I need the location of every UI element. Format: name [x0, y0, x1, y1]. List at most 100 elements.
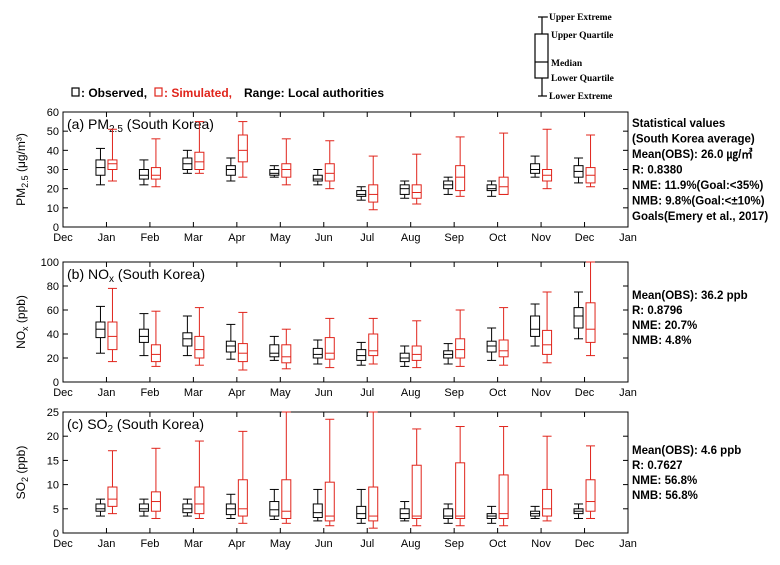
stats-line: NMB: 4.8%	[632, 335, 691, 347]
iqr-box	[138, 503, 149, 512]
x-tick-label: Feb	[140, 232, 159, 244]
x-tick-label: Dec	[53, 538, 73, 550]
observed-box-jan	[95, 147, 106, 186]
observed-legend-label: : Observed,	[81, 86, 147, 100]
x-tick-label: Oct	[489, 232, 506, 244]
y-tick-label: 80	[47, 281, 59, 293]
simulated-box-jun	[324, 418, 335, 527]
simulated-box-dec	[585, 445, 596, 519]
simulated-box-mar	[194, 307, 205, 366]
y-tick-label: 0	[53, 222, 59, 234]
y-tick-label: 40	[47, 145, 59, 157]
y-tick-label: 10	[47, 480, 59, 492]
x-tick-label: Jan	[619, 387, 637, 399]
observed-box-dec	[573, 503, 584, 519]
panel-title: (b) NOx (South Korea)	[67, 266, 205, 285]
iqr-box	[368, 333, 379, 357]
series-legend: : Observed, : Simulated, Range: Local au…	[71, 86, 384, 100]
y-tick-label: 40	[47, 329, 59, 341]
x-tick-label: Jul	[360, 232, 374, 244]
iqr-box	[486, 340, 497, 353]
iqr-box	[324, 163, 335, 182]
stats-line: NMB: 9.8%(Goal:<±10%)	[632, 196, 765, 208]
y-axis-label-main: PM	[14, 188, 28, 206]
stats-line: Mean(OBS): 26.0 ㎍/㎥	[632, 147, 753, 162]
iqr-box	[182, 332, 193, 347]
panel-title-tail: (South Korea)	[123, 116, 214, 132]
x-tick-label: Mar	[184, 538, 203, 550]
observed-box-dec	[573, 157, 584, 184]
x-tick-label: Sep	[444, 538, 464, 550]
observed-box-dec	[573, 291, 584, 340]
key-median: Median	[551, 59, 583, 69]
iqr-box	[411, 184, 422, 199]
iqr-box	[443, 508, 454, 519]
x-tick-label: Sep	[444, 232, 464, 244]
stats-line: Mean(OBS): 4.6 ppb	[632, 445, 741, 457]
x-tick-label: Jun	[315, 232, 333, 244]
y-tick-label: 5	[53, 504, 59, 516]
plot-frame	[62, 261, 629, 383]
y-tick-label: 20	[47, 184, 59, 196]
iqr-box	[486, 184, 497, 192]
y-tick-label: 0	[53, 377, 59, 389]
iqr-box	[194, 335, 205, 359]
chart-panel-0: 0 10 20 30 40 50 60 Dec Jan Feb Mar Apr May Jun Jul Aug…	[14, 107, 768, 244]
observed-box-oct	[486, 180, 497, 197]
panel-title-tail: (South Korea)	[114, 266, 205, 282]
observed-box-jun	[312, 339, 323, 365]
simulated-legend-label: : Simulated,	[164, 86, 232, 100]
y-axis-label: SO2 (ppb)	[14, 446, 30, 500]
observed-box-aug	[399, 345, 410, 367]
iqr-box	[225, 165, 236, 176]
simulated-box-feb	[150, 447, 161, 519]
x-tick-label: Mar	[184, 232, 203, 244]
iqr-box	[95, 321, 106, 339]
key-lower-extreme: Lower Extreme	[549, 92, 612, 102]
simulated-box-jul	[368, 411, 379, 529]
simulated-box-mar	[194, 121, 205, 174]
iqr-box	[399, 184, 410, 195]
stats-line: NMB: 56.8%	[632, 490, 698, 502]
simulated-box-jul	[368, 317, 379, 365]
simulated-box-dec	[585, 261, 596, 357]
iqr-box	[368, 184, 379, 203]
iqr-box	[356, 349, 367, 361]
observed-box-jun	[312, 169, 323, 186]
chart-panel-1: 0 20 40 60 80 100 Dec Jan Feb Mar Apr May Jun Jul Aug S…	[14, 257, 748, 399]
key-lower-quartile: Lower Quartile	[551, 74, 614, 84]
iqr-box	[281, 163, 292, 178]
y-tick-label: 60	[47, 305, 59, 317]
x-tick-label: Sep	[444, 387, 464, 399]
iqr-box	[455, 462, 466, 519]
y-tick-label: 15	[47, 455, 59, 467]
y-axis-label-sub: x	[20, 326, 30, 331]
iqr-box	[399, 352, 410, 363]
simulated-box-sep	[455, 426, 466, 527]
stats-line: Statistical values	[632, 118, 725, 130]
iqr-box	[237, 479, 248, 517]
iqr-box	[312, 174, 323, 182]
iqr-box	[225, 340, 236, 353]
stats-line: NME: 20.7%	[632, 320, 697, 332]
observed-box-feb	[138, 498, 149, 517]
iqr-box	[324, 481, 335, 522]
x-tick-label: Oct	[489, 538, 506, 550]
simulated-box-apr	[237, 121, 248, 178]
iqr-box	[237, 343, 248, 363]
x-tick-label: May	[270, 538, 291, 550]
x-tick-label: Dec	[575, 538, 595, 550]
panel-title-main: (a) PM	[67, 116, 109, 132]
x-tick-label: Feb	[140, 387, 159, 399]
simulated-box-jan	[107, 450, 118, 515]
observed-box-sep	[443, 503, 454, 524]
iqr-box	[585, 479, 596, 512]
observed-box-mar	[182, 498, 193, 517]
observed-box-nov	[530, 303, 541, 347]
y-tick-label: 100	[41, 257, 59, 269]
observed-box-oct	[486, 327, 497, 361]
simulated-box-may	[281, 138, 292, 186]
observed-box-jan	[95, 498, 106, 517]
x-tick-label: May	[270, 387, 291, 399]
panel-title: (a) PM2.5 (South Korea)	[67, 116, 214, 135]
